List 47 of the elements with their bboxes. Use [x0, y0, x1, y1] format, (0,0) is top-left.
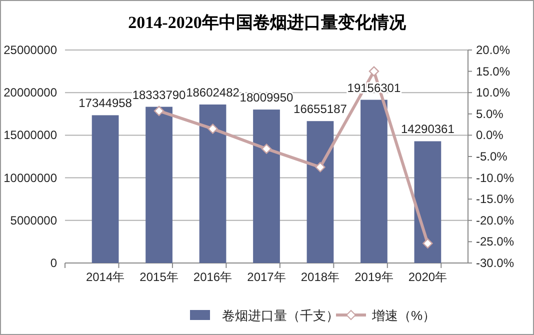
y2-tick-label: -5.0%: [476, 150, 508, 164]
bar: [414, 141, 442, 263]
y-tick-label: 0: [50, 256, 58, 270]
point: [154, 106, 164, 116]
x-tick-label: 2014年: [86, 270, 125, 284]
y-tick-label: 5000000: [10, 213, 58, 228]
x-tick-label: 2017年: [247, 270, 286, 284]
legend-label: 卷烟进口量（千支）: [222, 308, 339, 323]
data-label: 18333790: [132, 88, 186, 102]
x-tick-label: 2020年: [408, 270, 448, 284]
data-label: 18602482: [186, 86, 240, 100]
x-tick-label: 2015年: [140, 270, 178, 284]
bar: [199, 104, 226, 263]
point: [422, 238, 433, 249]
data-label: 18009950: [240, 90, 294, 105]
x-tick-label: 2018年: [300, 270, 340, 284]
y2-tick-label: -25.0%: [476, 234, 514, 249]
y2-tick-label: -15.0%: [476, 192, 514, 206]
y2-tick-label: 5.0%: [476, 106, 504, 121]
point: [261, 144, 272, 154]
x-tick-label: 2019年: [354, 270, 394, 284]
y2-tick-label: -20.0%: [476, 213, 514, 228]
y2-tick-label: 0.0%: [476, 128, 504, 142]
legend-label: 增速（%）: [371, 308, 436, 323]
y-tick-label: 20000000: [4, 86, 58, 100]
y-tick-label: 25000000: [4, 43, 58, 57]
point: [315, 162, 326, 172]
bar: [253, 110, 280, 263]
y2-tick-label: 20.0%: [476, 43, 510, 57]
x-tick-label: 2016年: [193, 270, 232, 284]
y-tick-label: 15000000: [4, 128, 58, 142]
y2-tick-label: 15.0%: [476, 64, 510, 78]
data-label: 14290361: [401, 122, 455, 136]
chart-title: 2014-2020年中国卷烟进口量变化情况: [128, 13, 407, 32]
y2-tick-label: -10.0%: [476, 170, 514, 185]
bar: [360, 100, 388, 263]
y-tick-label: 10000000: [4, 170, 58, 185]
y2-tick-label: -30.0%: [476, 256, 514, 270]
data-label: 16655187: [294, 102, 348, 116]
point: [368, 66, 380, 76]
y2-tick-label: 10.0%: [476, 86, 510, 100]
data-label: 17344958: [78, 96, 132, 110]
bar: [306, 121, 334, 263]
bar: [92, 115, 119, 263]
data-label: 19156301: [347, 80, 401, 95]
bar: [146, 106, 172, 263]
point: [208, 124, 218, 134]
